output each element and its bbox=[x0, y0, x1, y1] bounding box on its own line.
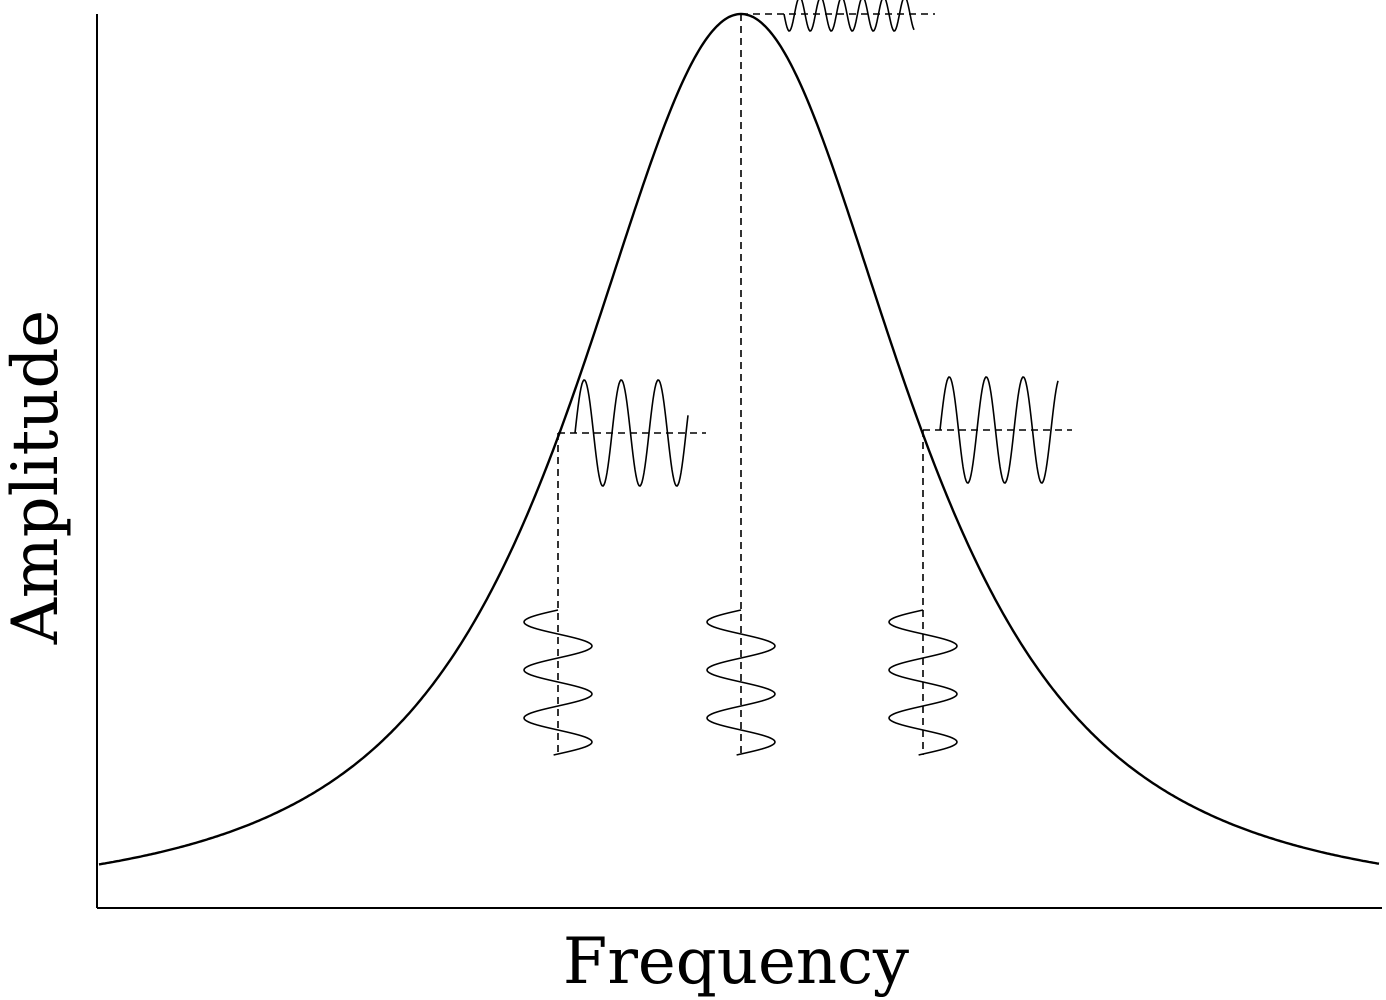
y-axis-label: Amplitude bbox=[0, 310, 73, 646]
left-driving-wave bbox=[523, 609, 593, 756]
left-response-wave bbox=[574, 379, 689, 487]
right-response-wave bbox=[939, 376, 1059, 484]
response-curve bbox=[98, 12, 1380, 866]
peak-response-wave bbox=[783, 0, 915, 32]
right-driving-wave bbox=[888, 609, 958, 756]
x-axis-label: Frequency bbox=[563, 925, 909, 999]
peak-driving-wave bbox=[706, 609, 776, 756]
